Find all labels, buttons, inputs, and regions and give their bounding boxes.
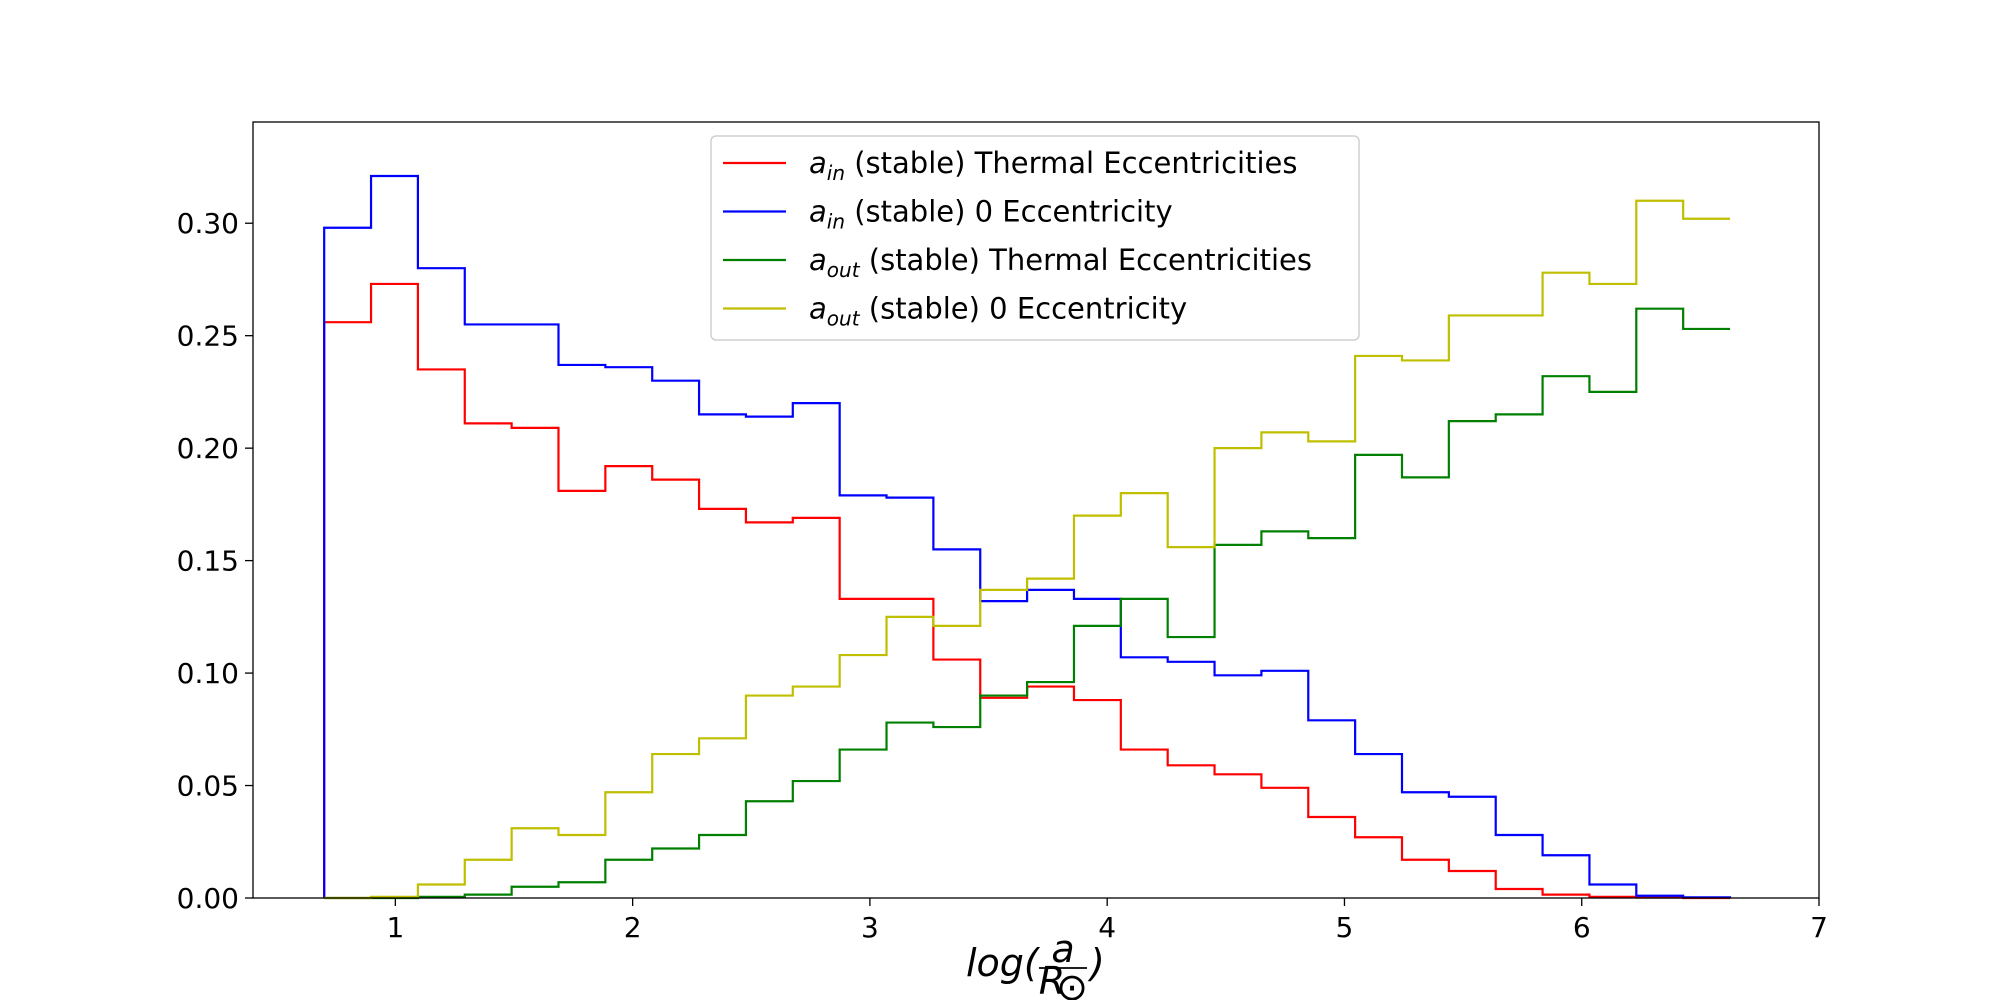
- y-tick-label: 0.15: [177, 545, 239, 578]
- x-tick-label: 4: [1098, 911, 1116, 944]
- x-axis-fraction: a R ⊙: [1039, 927, 1088, 1000]
- legend-box: [710, 135, 1360, 341]
- plot-frame: [252, 121, 1820, 899]
- legend-label-3: aout (stable) Thermal Eccentricities: [809, 243, 1312, 282]
- ticks-layer: 1 2 3 4 5 6 7 0.00 0.05 0.10 0.15 0.20 0.25 0.30: [177, 207, 1828, 944]
- y-tick-label: 0.20: [177, 432, 239, 465]
- y-tick-label: 0.10: [177, 657, 239, 690]
- legend-label-4: aout (stable) 0 Eccentricity: [809, 292, 1187, 331]
- x-tick-label: 2: [624, 911, 642, 944]
- x-axis-title-prefix: log(: [966, 941, 1041, 985]
- x-axis-fraction-denominator: R: [1039, 959, 1065, 1000]
- x-tick-label: 3: [861, 911, 879, 944]
- x-tick-label: 5: [1336, 911, 1354, 944]
- x-axis-fraction-numerator: a: [1051, 927, 1074, 971]
- x-axis-title-suffix: ): [1087, 941, 1105, 985]
- x-tick-label: 7: [1810, 911, 1828, 944]
- x-axis-title: log(: [966, 941, 1041, 985]
- series-3-step-line: [324, 307, 1731, 900]
- y-tick-label: 0.05: [177, 770, 239, 803]
- x-tick-label: 1: [386, 911, 404, 944]
- x-axis-fraction-denominator-sub: ⊙: [1056, 965, 1088, 1000]
- legend-label-2: ain (stable) 0 Eccentricity: [809, 195, 1173, 234]
- x-tick-label: 6: [1573, 911, 1591, 944]
- y-tick-label: 0.25: [177, 320, 239, 353]
- series-4-step-line: [324, 199, 1731, 900]
- legend-label-1: ain (stable) Thermal Eccentricities: [809, 146, 1297, 185]
- y-tick-label: 0.30: [177, 207, 239, 240]
- series-layer: [323, 174, 1732, 900]
- y-tick-label: 0.00: [177, 882, 239, 915]
- legend: ain (stable) Thermal Eccentricities ain (…: [710, 135, 1360, 341]
